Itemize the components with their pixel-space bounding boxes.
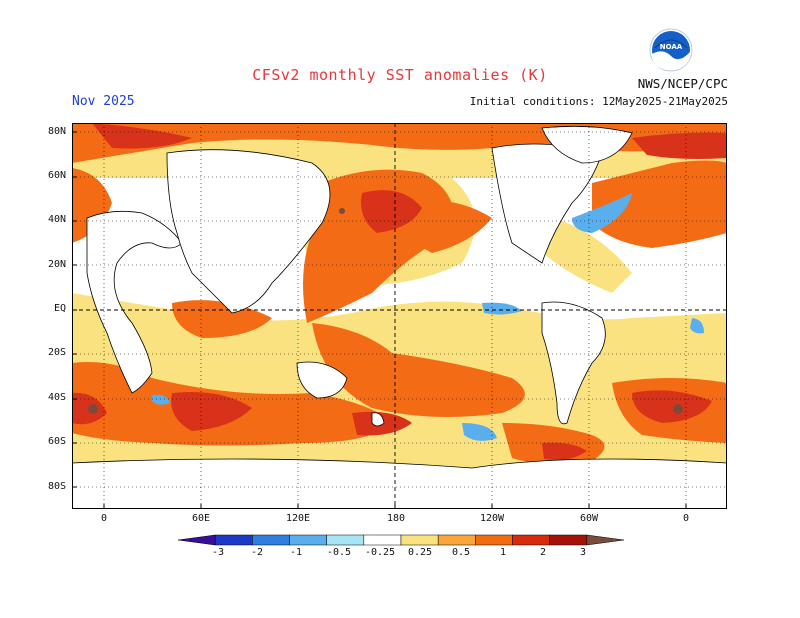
axis-ticks <box>72 131 687 509</box>
colorbar-segment <box>475 534 513 546</box>
noaa-logo: NOAA <box>649 28 693 76</box>
colorbar-segment <box>326 534 365 546</box>
lon-label-120w: 120W <box>479 513 505 524</box>
south-america <box>541 301 606 425</box>
colorbar-segment <box>289 534 327 546</box>
equator-dateline <box>72 123 727 509</box>
colorbar-segment <box>252 534 290 546</box>
lat-label-60s: 60S <box>47 436 66 447</box>
map-svg <box>72 123 727 509</box>
greenland <box>541 125 633 164</box>
colorbar-label-8: 1 <box>499 547 507 558</box>
land-masses <box>72 125 727 509</box>
colorbar-segment <box>400 534 439 546</box>
agency-label: NWS/NCEP/CPC <box>637 76 728 91</box>
colorbar-label-2: -2 <box>250 547 264 558</box>
colorbar-segment <box>363 534 402 546</box>
lon-label-60w: 60W <box>579 513 599 524</box>
lon-label-0-right: 0 <box>682 513 690 524</box>
forecast-month: Nov 2025 <box>72 94 135 109</box>
colorbar-label-3: -1 <box>289 547 303 558</box>
lat-label-eq: EQ <box>53 303 66 314</box>
svg-text:NOAA: NOAA <box>660 43 683 51</box>
lat-label-40s: 40S <box>47 392 66 403</box>
colorbar-segment <box>549 534 588 546</box>
lon-label-180: 180 <box>386 513 406 524</box>
australia <box>296 361 348 399</box>
colorbar-label-1: -3 <box>211 547 225 558</box>
lat-label-20s: 20S <box>47 347 66 358</box>
colorbar-label-6: 0.25 <box>407 547 433 558</box>
map-title: CFSv2 monthly SST anomalies (K) <box>252 66 548 84</box>
colorbar-label-9: 2 <box>539 547 547 558</box>
africa-europe <box>86 210 183 394</box>
lat-label-80n: 80N <box>47 126 66 137</box>
lat-label-80s: 80S <box>47 481 66 492</box>
grid-lines <box>72 123 727 509</box>
lon-label-60e: 60E <box>191 513 211 524</box>
map-frame <box>72 123 727 509</box>
colorbar-label-4: -0.5 <box>326 547 352 558</box>
colorbar <box>177 534 625 546</box>
lat-label-60n: 60N <box>47 170 66 181</box>
colorbar-label-7: 0.5 <box>451 547 471 558</box>
lat-label-40n: 40N <box>47 214 66 225</box>
new-zealand <box>371 412 385 427</box>
lon-label-120e: 120E <box>285 513 311 524</box>
colorbar-segment <box>214 534 253 546</box>
lon-label-0: 0 <box>100 513 108 524</box>
sst-anomaly-map <box>72 123 727 509</box>
colorbar-segment <box>512 534 550 546</box>
lat-label-20n: 20N <box>47 259 66 270</box>
colorbar-segment <box>177 534 216 546</box>
antarctica <box>72 458 727 509</box>
colorbar-label-5: -0.25 <box>364 547 396 558</box>
colorbar-segment <box>437 534 476 546</box>
extreme-warm-spots <box>88 208 683 414</box>
colorbar-label-10: 3 <box>579 547 587 558</box>
strong-warm-anomaly-areas <box>72 123 727 460</box>
colorbar-segment <box>586 534 625 546</box>
asia <box>166 149 331 314</box>
initial-conditions: Initial conditions: 12May2025-21May2025 <box>469 95 728 108</box>
